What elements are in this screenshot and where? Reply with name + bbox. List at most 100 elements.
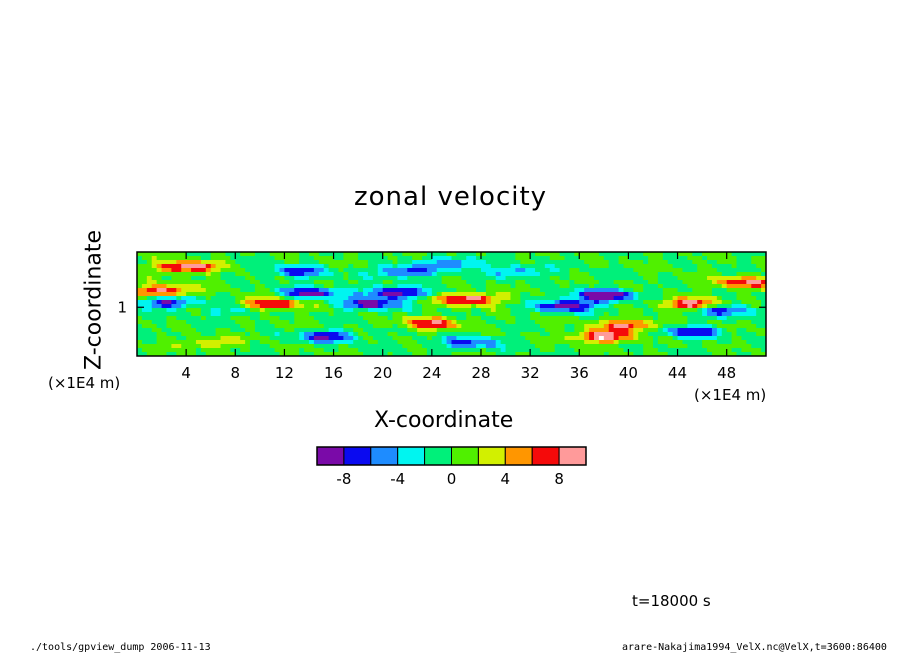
heatmap-cell: [751, 304, 757, 309]
heatmap-cell: [304, 304, 310, 309]
heatmap-cell: [151, 252, 158, 257]
heatmap-cell: [141, 276, 148, 281]
heatmap-cell: [338, 296, 344, 301]
heatmap-cell: [166, 348, 172, 353]
heatmap-cell: [461, 276, 467, 281]
heatmap-cell: [166, 304, 172, 309]
heatmap-cell: [608, 296, 615, 301]
heatmap-cell: [284, 280, 290, 285]
heatmap-cell: [495, 272, 502, 277]
heatmap-cell: [535, 260, 541, 265]
heatmap-cell: [574, 264, 580, 269]
heatmap-cell: [756, 284, 762, 289]
heatmap-cell: [313, 252, 320, 257]
heatmap-cell: [480, 292, 487, 297]
heatmap-cell: [235, 252, 241, 257]
heatmap-cell: [500, 260, 507, 265]
heatmap-cell: [417, 336, 423, 341]
heatmap-cell: [230, 340, 236, 345]
heatmap-cell: [245, 336, 251, 341]
heatmap-cell: [240, 276, 246, 281]
colorbar-swatch: [316, 446, 345, 466]
heatmap-cell: [240, 284, 246, 289]
heatmap-cell: [343, 256, 349, 261]
heatmap-cell: [338, 328, 344, 333]
heatmap-cell: [746, 260, 752, 265]
heatmap-cell: [412, 304, 418, 309]
heatmap-cell: [245, 288, 251, 293]
heatmap-cell: [530, 280, 536, 285]
heatmap-cell: [304, 344, 310, 349]
heatmap-cell: [539, 352, 546, 356]
heatmap-cell: [308, 312, 315, 317]
heatmap-cell: [308, 336, 315, 341]
heatmap-cell: [608, 344, 615, 349]
heatmap-cell: [210, 256, 217, 261]
heatmap-cell: [299, 280, 305, 285]
heatmap-cell: [584, 264, 590, 269]
heatmap-cell: [559, 332, 566, 337]
heatmap-cell: [210, 332, 217, 337]
heatmap-cell: [372, 268, 379, 273]
heatmap-cell: [245, 304, 251, 309]
heatmap-cell: [692, 280, 698, 285]
heatmap-cell: [726, 344, 733, 349]
heatmap-cell: [613, 312, 620, 317]
heatmap-cell: [308, 288, 315, 293]
heatmap-cell: [584, 292, 590, 297]
heatmap-cell: [456, 288, 462, 293]
heatmap-cell: [215, 276, 222, 281]
heatmap-cell: [682, 340, 688, 345]
heatmap-cell: [417, 276, 423, 281]
heatmap-cell: [372, 300, 379, 305]
heatmap-cell: [643, 328, 649, 333]
heatmap-cell: [264, 264, 271, 269]
heatmap-cell: [176, 292, 182, 297]
heatmap-cell: [367, 268, 374, 273]
heatmap-cell: [618, 340, 625, 345]
heatmap-cell: [191, 328, 197, 333]
heatmap-cell: [431, 300, 438, 305]
heatmap-cell: [264, 336, 271, 341]
heatmap-cell: [269, 308, 276, 313]
heatmap-cell: [417, 292, 423, 297]
heatmap-cell: [353, 304, 359, 309]
heatmap-cell: [205, 308, 212, 313]
heatmap-cell: [343, 264, 349, 269]
heatmap-cell: [594, 260, 600, 265]
heatmap-cell: [220, 324, 227, 329]
heatmap-cell: [137, 272, 143, 277]
heatmap-cell: [652, 284, 659, 289]
heatmap-cell: [205, 288, 212, 293]
heatmap-cell: [589, 264, 595, 269]
heatmap-cell: [308, 296, 315, 301]
heatmap-cell: [667, 260, 674, 265]
heatmap-cell: [549, 320, 556, 325]
heatmap-cell: [446, 340, 453, 345]
heatmap-cell: [476, 348, 482, 353]
heatmap-cell: [707, 268, 713, 273]
heatmap-cell: [186, 256, 192, 261]
heatmap-cell: [205, 352, 212, 356]
heatmap-cell: [505, 340, 512, 345]
heatmap-cell: [476, 324, 482, 329]
heatmap-cell: [422, 296, 428, 301]
colorbar-tick-label: 0: [447, 470, 457, 488]
heatmap-cell: [613, 252, 620, 257]
heatmap-cell: [687, 288, 693, 293]
heatmap-cell: [299, 288, 305, 293]
heatmap-cell: [245, 352, 251, 356]
heatmap-cell: [446, 324, 453, 329]
heatmap-cell: [387, 256, 394, 261]
heatmap-cell: [382, 276, 389, 281]
heatmap-cell: [707, 280, 713, 285]
heatmap-cell: [662, 264, 669, 269]
heatmap-cell: [318, 328, 325, 333]
heatmap-cell: [220, 256, 227, 261]
heatmap-cell: [225, 316, 231, 321]
heatmap-cell: [422, 260, 428, 265]
heatmap-cell: [564, 268, 571, 273]
heatmap-cell: [151, 276, 158, 281]
heatmap-cell: [279, 280, 286, 285]
heatmap-cell: [137, 352, 143, 356]
